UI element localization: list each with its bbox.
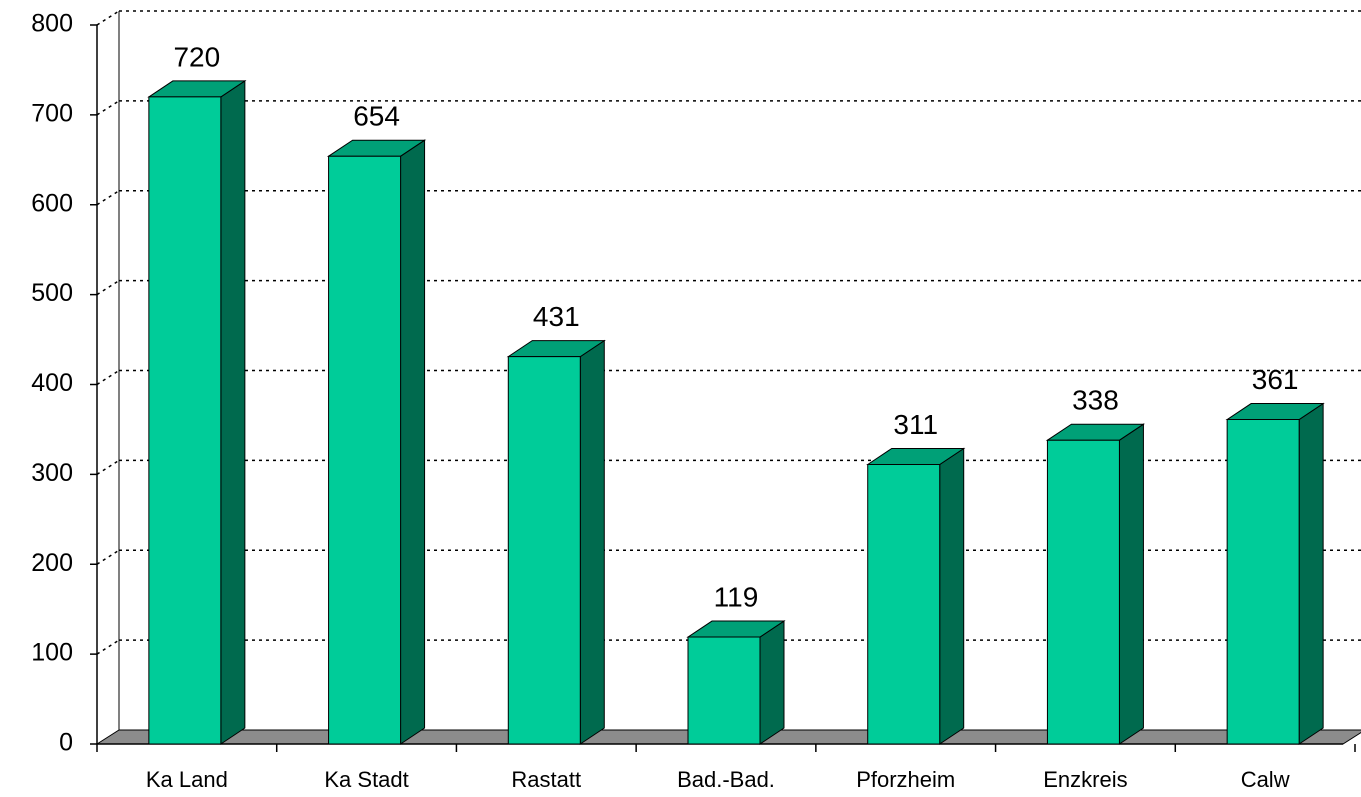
value-label: 431 bbox=[533, 301, 580, 332]
bar-side bbox=[579, 339, 605, 745]
bar-front bbox=[867, 463, 941, 745]
y-tick-label: 800 bbox=[31, 10, 73, 38]
grid-line bbox=[96, 190, 120, 206]
bar-side bbox=[939, 447, 965, 745]
bar-front bbox=[328, 155, 402, 745]
x-tick-label: Bad.-Bad. bbox=[677, 767, 775, 792]
y-tick-label: 0 bbox=[59, 729, 73, 757]
grid-line bbox=[96, 639, 120, 655]
bar bbox=[1045, 423, 1146, 745]
y-tick-label: 700 bbox=[31, 99, 73, 127]
bar bbox=[686, 620, 786, 745]
y-tick-label: 200 bbox=[31, 549, 73, 577]
bar-front bbox=[687, 636, 761, 745]
value-label: 338 bbox=[1072, 385, 1119, 416]
x-tick-label: Pforzheim bbox=[856, 767, 955, 792]
bar-front bbox=[148, 96, 222, 745]
y-tick-label: 400 bbox=[31, 369, 73, 397]
y-tick-label: 600 bbox=[31, 189, 73, 217]
bar-side bbox=[220, 79, 246, 745]
bar bbox=[866, 447, 966, 745]
x-tick-label: Rastatt bbox=[511, 767, 581, 792]
bar-side bbox=[1298, 402, 1324, 745]
bar-front bbox=[1046, 439, 1120, 745]
grid-line bbox=[96, 279, 120, 296]
x-tick-label: Ka Land bbox=[146, 767, 228, 792]
bar-front bbox=[1226, 419, 1300, 745]
value-label: 654 bbox=[353, 101, 400, 132]
x-tick-label: Calw bbox=[1241, 767, 1290, 792]
value-label: 361 bbox=[1252, 364, 1299, 395]
value-label: 119 bbox=[714, 581, 759, 612]
bar bbox=[147, 79, 247, 745]
value-label: 720 bbox=[173, 41, 220, 72]
y-tick-label: 500 bbox=[31, 279, 73, 307]
bar-side bbox=[1118, 423, 1144, 745]
bar bbox=[506, 339, 606, 745]
value-label: 311 bbox=[893, 409, 938, 440]
grid-line bbox=[96, 10, 120, 26]
x-tick-label: Enzkreis bbox=[1043, 767, 1127, 792]
x-tick-label: Ka Stadt bbox=[324, 767, 408, 792]
y-tick-label: 100 bbox=[31, 639, 73, 667]
bar-side bbox=[759, 620, 785, 745]
grid-line bbox=[96, 369, 120, 386]
bar-side bbox=[400, 139, 426, 745]
grid-line bbox=[96, 459, 120, 476]
bar bbox=[326, 139, 427, 745]
y-tick-label: 300 bbox=[31, 459, 73, 487]
grid-line bbox=[96, 100, 120, 116]
bar-front bbox=[507, 356, 581, 745]
bar bbox=[1225, 402, 1325, 745]
grid-line bbox=[96, 549, 120, 565]
